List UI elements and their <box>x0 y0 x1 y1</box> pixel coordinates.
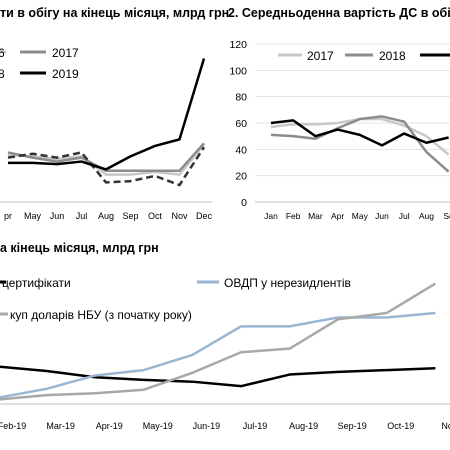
chart-2-y-tick-label: 100 <box>229 65 247 77</box>
chart-1-series-line-1 <box>7 142 205 172</box>
chart-3-x-tick-label: Oct-19 <box>387 421 414 431</box>
chart-2-y-tick-label: 120 <box>229 39 247 51</box>
chart-2-x-tick-label: Apr <box>331 211 344 221</box>
chart-3-x-tick-label: Aug-19 <box>289 421 318 431</box>
chart-3-x-tick-label: Sep-19 <box>338 421 367 431</box>
chart-3-series-line-2 <box>0 282 437 401</box>
chart-3-legend-label-2: куп доларів НБУ (з початку року) <box>10 308 192 322</box>
chart-2-x-tick-label: Aug <box>419 211 434 221</box>
chart-1-series <box>7 58 206 187</box>
chart-1-x-tick-label: pr <box>4 211 12 221</box>
chart-2-x-tick-label: Jun <box>375 211 389 221</box>
chart-2-series-line-1 <box>270 115 450 173</box>
chart-3-title: а кінець місяця, млрд грн <box>0 241 159 255</box>
chart-2-x-tick-label: Jul <box>399 211 410 221</box>
chart-3-x-tick-label: Apr-19 <box>96 421 123 431</box>
chart-2-x-tick-label: May <box>352 211 369 221</box>
chart-2: 2. Середньоденна вартість ДС в обігу, м … <box>228 6 450 221</box>
chart-1-x-tick-label: Sep <box>122 211 138 221</box>
chart-3: а кінець місяця, млрд грн цертифікати ОВ… <box>0 241 450 431</box>
chart-1: ти в обігу на кінець місяця, млрд грн 6 … <box>0 6 229 221</box>
chart-2-legend-label-0: 2017 <box>307 49 334 63</box>
chart-3-x-tick-label: Jul-19 <box>243 421 268 431</box>
chart-3-x-tick-label: Jun-19 <box>193 421 221 431</box>
chart-3-legend-label-1: ОВДП у нерезидлентів <box>224 276 351 290</box>
chart-2-x-tick-label: Mar <box>308 211 323 221</box>
chart-1-x-tick-label: Jun <box>50 211 65 221</box>
chart-1-legend-label-2: 8 <box>0 67 5 81</box>
chart-1-series-line-3 <box>8 58 206 171</box>
chart-3-series-line-1 <box>0 311 436 399</box>
chart-1-x-ticks: pr May Jun Jul Aug Sep Oct Nov Dec <box>4 211 213 221</box>
chart-3-x-tick-label: Nov <box>441 421 450 431</box>
chart-1-title: ти в обігу на кінець місяця, млрд грн <box>0 6 229 20</box>
chart-2-series <box>270 115 450 173</box>
chart-2-x-tick-label: Se <box>443 211 450 221</box>
chart-2-x-tick-label: Feb <box>286 211 301 221</box>
chart-2-x-tick-label: Jan <box>264 211 278 221</box>
chart-3-legend-label-0: цертифікати <box>2 276 71 290</box>
chart-1-x-tick-label: Jul <box>76 211 88 221</box>
chart-1-legend-label-0: 6 <box>0 46 5 60</box>
chart-2-y-tick-label: 80 <box>235 92 247 104</box>
chart-2-series-line-2 <box>270 119 449 147</box>
chart-1-legend-label-3: 2019 <box>52 67 79 81</box>
chart-2-legend: 2017 2018 <box>278 49 450 63</box>
chart-3-x-tick-label: Mar-19 <box>46 421 75 431</box>
chart-2-y-tick-label: 20 <box>235 171 247 183</box>
chart-1-x-tick-label: May <box>24 211 42 221</box>
chart-2-title: 2. Середньоденна вартість ДС в обігу, м <box>228 6 450 20</box>
chart-3-x-ticks: Feb-19 Mar-19 Apr-19 May-19 Jun-19 Jul-19 Aug-… <box>0 421 450 431</box>
chart-1-legend-label-1: 2017 <box>52 46 79 60</box>
chart-1-x-tick-label: Dec <box>196 211 213 221</box>
chart-2-y-ticks: 0 20 40 60 80 100 120 <box>229 39 247 209</box>
chart-1-series-line-2 <box>7 146 206 187</box>
chart-2-legend-label-1: 2018 <box>379 49 406 63</box>
chart-2-y-tick-label: 0 <box>241 197 247 209</box>
chart-1-series-line-0 <box>7 143 205 176</box>
chart-3-series <box>0 282 437 401</box>
chart-1-legend: 6 2017 8 2019 <box>0 46 79 81</box>
chart-3-legend: цертифікати ОВДП у нерезидлентів куп дол… <box>0 276 351 322</box>
chart-1-x-tick-label: Aug <box>98 211 114 221</box>
chart-3-x-tick-label: May-19 <box>143 421 173 431</box>
chart-3-series-line-0 <box>0 365 436 388</box>
chart-2-x-ticks: Jan Feb Mar Apr May Jun Jul Aug Se <box>264 211 450 221</box>
chart-2-y-tick-label: 60 <box>235 118 247 130</box>
chart-1-x-tick-label: Nov <box>171 211 188 221</box>
chart-1-x-tick-label: Oct <box>148 211 163 221</box>
chart-3-x-tick-label: Feb-19 <box>0 421 26 431</box>
chart-2-y-tick-label: 40 <box>235 144 247 156</box>
